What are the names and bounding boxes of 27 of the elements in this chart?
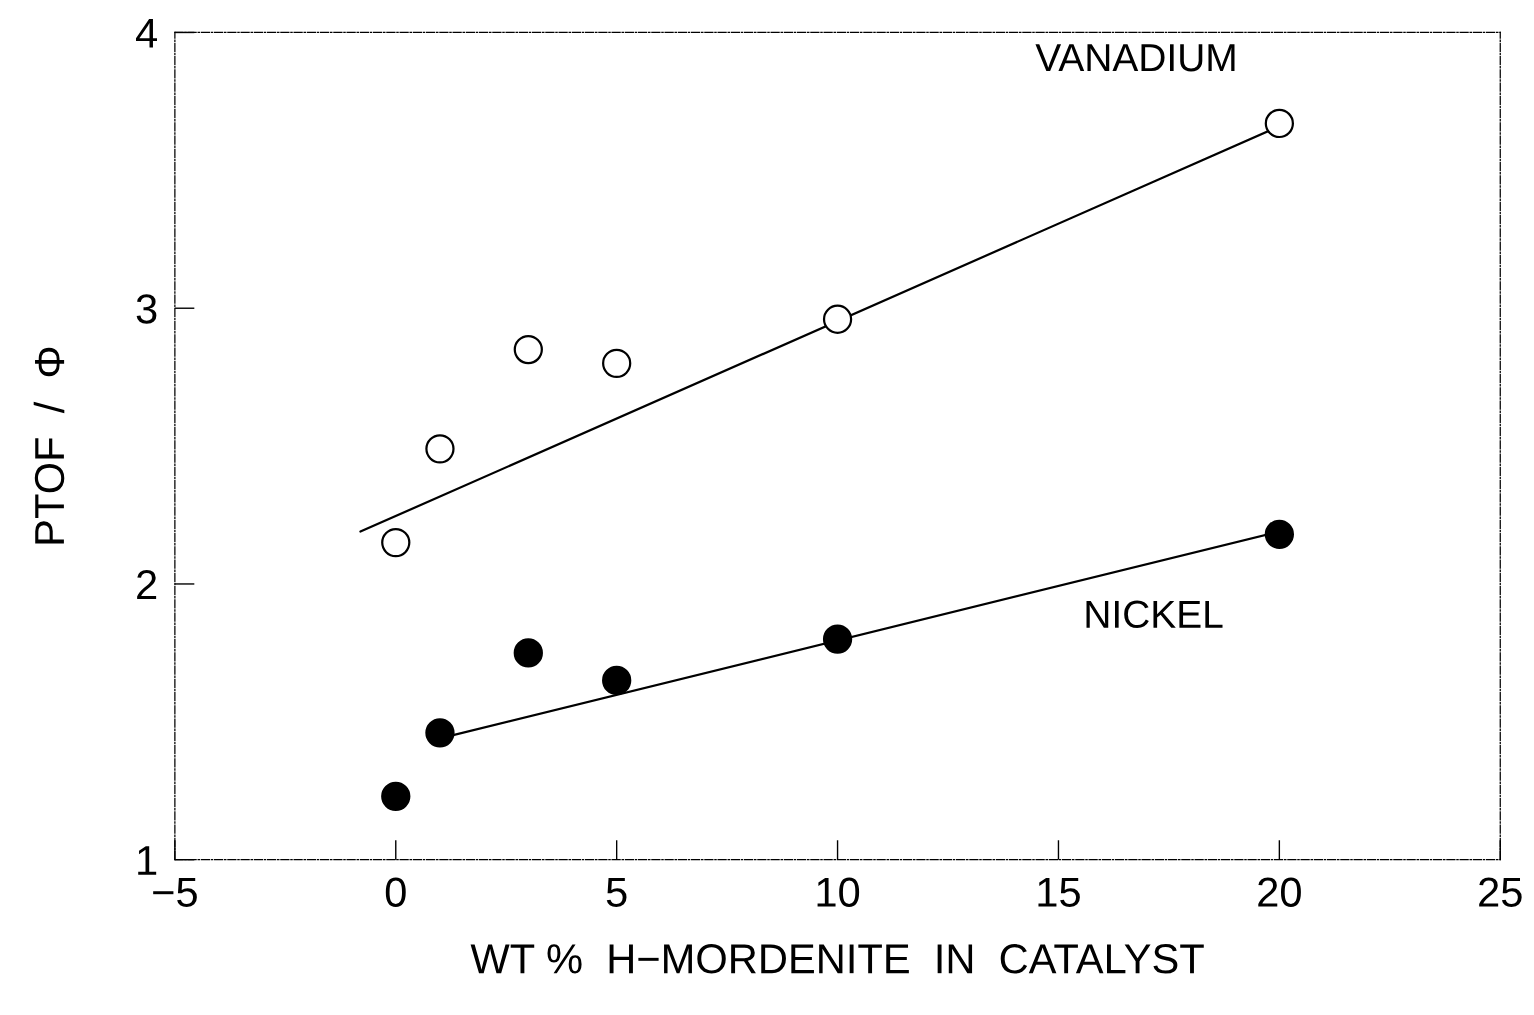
x-tick-label: 15 xyxy=(1038,877,1080,907)
point xyxy=(381,781,411,811)
series-label: VANADIUM xyxy=(1035,44,1235,72)
x-tick-label: 25 xyxy=(1479,877,1522,907)
point xyxy=(602,348,632,379)
point xyxy=(822,304,853,334)
x-axis-title: WT % H−MORDENITE IN CATALYST xyxy=(470,944,1204,974)
point xyxy=(1264,108,1294,139)
point xyxy=(513,334,543,365)
y-tick-label: 1 xyxy=(138,846,157,875)
x-tick-label: −5 xyxy=(153,877,197,907)
series-label: NICKEL xyxy=(1086,600,1223,629)
point xyxy=(425,434,455,464)
x-tick-label: 5 xyxy=(606,877,627,907)
x-tick-label: 20 xyxy=(1258,877,1301,907)
point xyxy=(513,638,543,668)
x-tick-label: 0 xyxy=(385,877,406,907)
y-tick-label: 3 xyxy=(136,294,157,324)
point xyxy=(1264,519,1294,549)
point xyxy=(602,665,632,696)
point xyxy=(425,718,455,748)
point xyxy=(822,624,853,654)
y-tick-label: 4 xyxy=(136,18,157,48)
y-axis-title: PTOF / Φ xyxy=(33,347,65,544)
x-tick-label: 10 xyxy=(817,877,860,907)
point xyxy=(381,527,411,558)
y-tick-label: 2 xyxy=(137,569,157,600)
